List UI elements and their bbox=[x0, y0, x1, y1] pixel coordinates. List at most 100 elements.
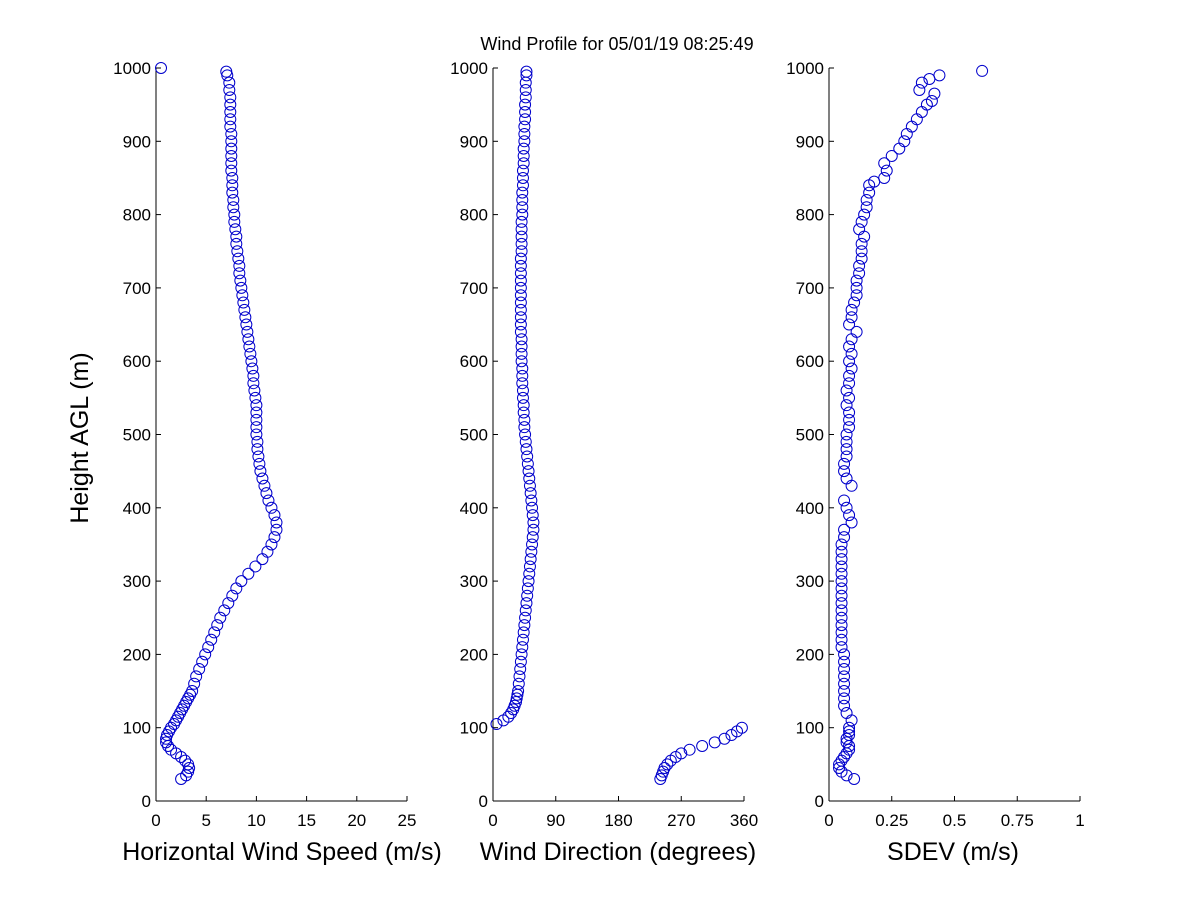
wind-direction-data-point bbox=[514, 663, 527, 676]
sdev-y-tick-label: 800 bbox=[796, 206, 824, 225]
sdev-y-tick-label: 500 bbox=[796, 426, 824, 445]
sdev-data-point bbox=[835, 754, 848, 767]
wind-direction-data-point bbox=[516, 384, 529, 397]
sdev-data-point bbox=[850, 274, 863, 287]
wind-direction-y-tick-label: 200 bbox=[460, 645, 488, 664]
wind-direction-data-point bbox=[517, 157, 530, 170]
wind-speed-data-point bbox=[256, 553, 269, 566]
wind-speed-data-point bbox=[228, 208, 241, 221]
sdev-data-point bbox=[838, 670, 851, 683]
wind-direction-data-point bbox=[514, 311, 527, 324]
sdev-data-point bbox=[845, 347, 858, 360]
sdev-y-tick-label: 600 bbox=[796, 352, 824, 371]
wind-speed-data-point bbox=[182, 758, 195, 771]
wind-direction-data-point bbox=[514, 318, 527, 331]
sdev-data-point bbox=[860, 201, 873, 214]
wind-speed-data-point bbox=[205, 633, 218, 646]
wind-speed-panel: Horizontal Wind Speed (m/s) 010020030040… bbox=[113, 59, 442, 866]
sdev-data-point bbox=[843, 721, 856, 734]
wind-direction-data-point bbox=[521, 450, 534, 463]
wind-speed-data-point bbox=[199, 648, 212, 661]
sdev-data-point bbox=[933, 69, 946, 82]
wind-direction-data-point bbox=[515, 355, 528, 368]
sdev-data-point bbox=[840, 450, 853, 463]
wind-speed-data-point bbox=[258, 479, 271, 492]
wind-speed-data-point bbox=[262, 494, 275, 507]
sdev-x-tick-label: 0.75 bbox=[1001, 811, 1034, 830]
wind-direction-x-axis-label: Wind Direction (degrees) bbox=[480, 838, 757, 866]
wind-direction-data-point bbox=[516, 171, 529, 184]
sdev-data-point bbox=[905, 120, 918, 133]
sdev-data-point bbox=[835, 641, 848, 654]
wind-direction-data-point bbox=[516, 633, 529, 646]
wind-speed-data-point bbox=[265, 501, 278, 514]
sdev-data-point bbox=[840, 435, 853, 448]
wind-direction-data-point bbox=[515, 215, 528, 228]
sdev-data-point bbox=[843, 729, 856, 742]
wind-speed-data-point bbox=[242, 567, 255, 580]
sdev-y-tick-label: 400 bbox=[796, 499, 824, 518]
sdev-data-point bbox=[845, 311, 858, 324]
wind-speed-data-point bbox=[224, 98, 237, 111]
sdev-data-point bbox=[845, 362, 858, 375]
sdev-y-tick-label: 100 bbox=[796, 719, 824, 738]
wind-direction-y-tick-label: 700 bbox=[460, 279, 488, 298]
wind-direction-data-point bbox=[661, 758, 674, 771]
sdev-data-point bbox=[840, 501, 853, 514]
wind-speed-data-point bbox=[249, 391, 262, 404]
sdev-data-point bbox=[835, 611, 848, 624]
sdev-data-point bbox=[880, 164, 893, 177]
wind-direction-data-point bbox=[516, 193, 529, 206]
wind-direction-data-point bbox=[516, 208, 529, 221]
sdev-data-point bbox=[840, 428, 853, 441]
sdev-data-point bbox=[838, 655, 851, 668]
wind-direction-data-point bbox=[520, 443, 533, 456]
sdev-data-point bbox=[835, 560, 848, 573]
wind-direction-data-point bbox=[516, 377, 529, 390]
wind-speed-x-tick-label: 15 bbox=[297, 811, 316, 830]
wind-direction-data-point bbox=[519, 105, 532, 118]
wind-direction-data-point bbox=[517, 626, 530, 639]
wind-direction-y-tick-label: 400 bbox=[460, 499, 488, 518]
wind-speed-y-tick-label: 600 bbox=[123, 352, 151, 371]
sdev-data-point bbox=[893, 142, 906, 155]
wind-direction-data-point bbox=[523, 560, 536, 573]
wind-speed-data-point bbox=[261, 545, 274, 558]
sdev-data-point bbox=[838, 648, 851, 661]
wind-direction-data-point bbox=[516, 186, 529, 199]
sdev-data-point bbox=[855, 252, 868, 265]
sdev-data-point bbox=[838, 457, 851, 470]
sdev-data-point bbox=[843, 391, 856, 404]
wind-direction-data-point bbox=[521, 457, 534, 470]
sdev-data-point bbox=[863, 186, 876, 199]
wind-speed-data-point bbox=[250, 399, 263, 412]
wind-speed-data-point bbox=[270, 523, 283, 536]
y-axis-label: Height AGL (m) bbox=[66, 352, 94, 523]
wind-direction-data-point bbox=[526, 509, 539, 522]
sdev-data-point bbox=[840, 707, 853, 720]
wind-speed-data-point bbox=[190, 670, 203, 683]
sdev-data-point bbox=[838, 699, 851, 712]
wind-speed-data-point bbox=[250, 421, 263, 434]
wind-speed-x-tick-label: 5 bbox=[201, 811, 210, 830]
wind-direction-data-point bbox=[519, 611, 532, 624]
sdev-data-point bbox=[850, 325, 863, 338]
wind-speed-data-point bbox=[241, 325, 254, 338]
wind-speed-y-tick-label: 1000 bbox=[113, 59, 151, 78]
sdev-data-point bbox=[915, 76, 928, 89]
sdev-data-point bbox=[858, 208, 871, 221]
wind-direction-y-tick-label: 300 bbox=[460, 572, 488, 591]
wind-speed-data-point bbox=[240, 318, 253, 331]
sdev-data-point bbox=[850, 281, 863, 294]
sdev-data-point bbox=[838, 692, 851, 705]
wind-direction-data-point bbox=[519, 113, 532, 126]
wind-speed-data-point bbox=[246, 362, 259, 375]
sdev-y-tick-label: 200 bbox=[796, 645, 824, 664]
sdev-data-point bbox=[855, 215, 868, 228]
wind-speed-y-tick-label: 700 bbox=[123, 279, 151, 298]
sdev-data-point bbox=[845, 516, 858, 529]
wind-speed-x-tick-label: 25 bbox=[398, 811, 417, 830]
sdev-data-point bbox=[850, 289, 863, 302]
wind-direction-data-point bbox=[518, 135, 531, 148]
